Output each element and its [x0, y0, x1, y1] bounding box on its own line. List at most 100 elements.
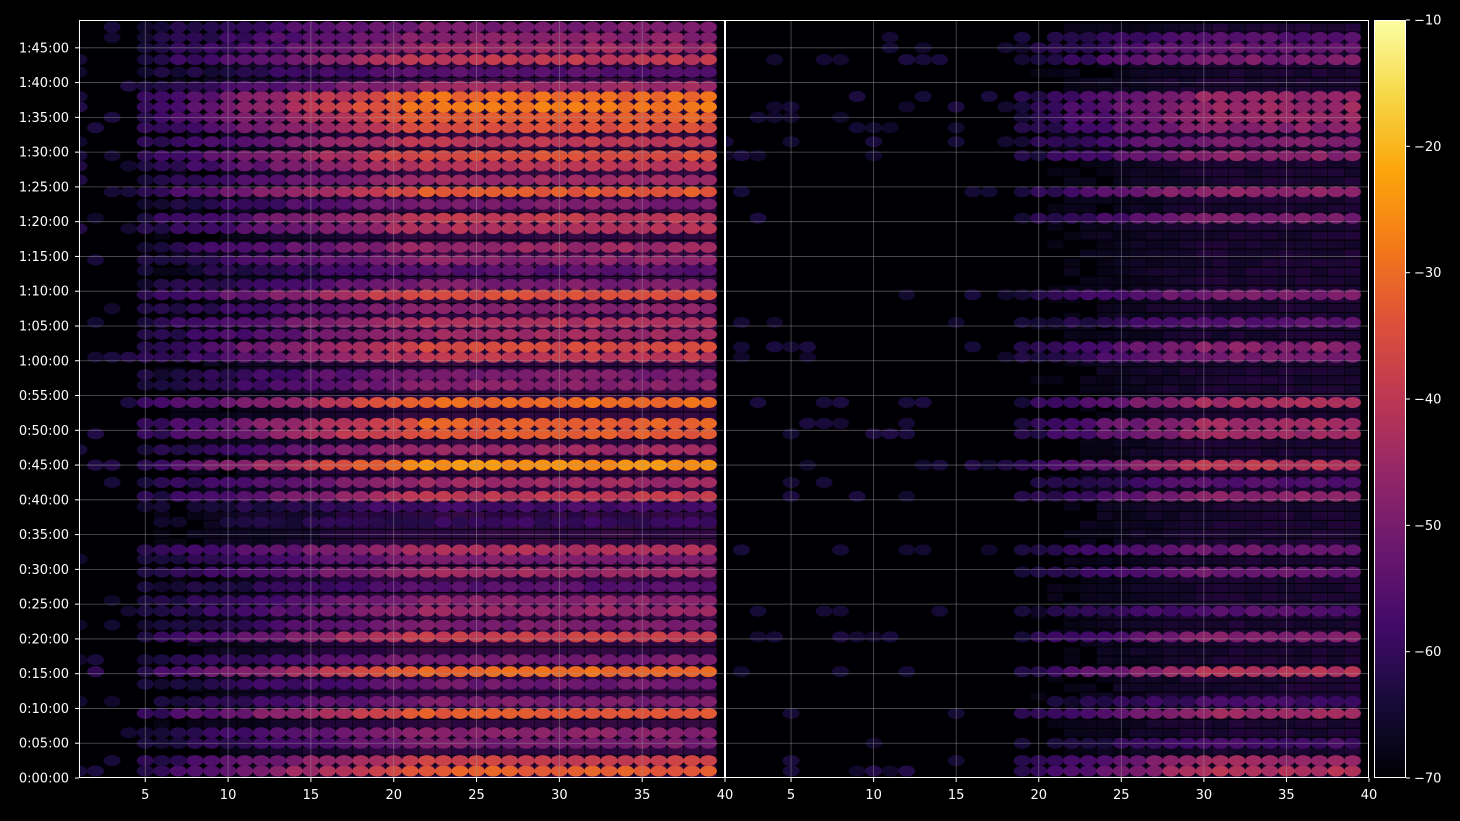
- heatmap-cell: [667, 199, 684, 210]
- heatmap-cell: [253, 666, 270, 677]
- heatmap-cell: [435, 567, 452, 578]
- heatmap-cell: [203, 21, 220, 32]
- heatmap-cell: [253, 265, 270, 276]
- heatmap-cell: [286, 122, 303, 133]
- heatmap-cell: [683, 501, 700, 512]
- x-tick-label: 35: [634, 788, 651, 803]
- heatmap-cell: [1130, 656, 1146, 664]
- heatmap-cell: [186, 696, 203, 707]
- heatmap-cell: [418, 567, 435, 578]
- heatmap-cell: [253, 606, 270, 617]
- heatmap-cell: [269, 679, 286, 690]
- heatmap-cell: [286, 444, 303, 455]
- heatmap-cell: [153, 679, 170, 690]
- heatmap-cell: [485, 477, 502, 488]
- heatmap-cell: [451, 242, 468, 253]
- heatmap-cell: [402, 161, 419, 172]
- heatmap-cell: [683, 369, 700, 380]
- heatmap-cell: [452, 530, 468, 538]
- heatmap-cell: [534, 696, 551, 707]
- heatmap-cell: [170, 122, 187, 133]
- heatmap-cell: [667, 67, 684, 78]
- heatmap-cell: [186, 477, 203, 488]
- heatmap-cell: [286, 67, 303, 78]
- heatmap-cell: [170, 477, 187, 488]
- heatmap-cell: [518, 122, 535, 133]
- heatmap-cell: [336, 444, 353, 455]
- heatmap-cell: [518, 444, 535, 455]
- heatmap-cell: [286, 679, 303, 690]
- heatmap-cell: [336, 501, 353, 512]
- heatmap-cell: [170, 444, 187, 455]
- heatmap-cell: [236, 380, 253, 391]
- heatmap-cell: [204, 530, 220, 538]
- heatmap-cell: [667, 544, 684, 555]
- heatmap-cell: [584, 477, 601, 488]
- heatmap-cell: [501, 242, 518, 253]
- heatmap-cell: [534, 101, 551, 112]
- heatmap-cell: [601, 91, 618, 102]
- heatmap-cell: [286, 631, 303, 642]
- heatmap-cell: [369, 67, 386, 78]
- heatmap-cell: [601, 647, 617, 655]
- heatmap-cell: [567, 708, 584, 719]
- heatmap-cell: [153, 696, 170, 707]
- heatmap-cell: [269, 418, 286, 429]
- heatmap-cell: [319, 631, 336, 642]
- heatmap-cell: [567, 766, 584, 777]
- heatmap-cell: [485, 174, 502, 185]
- heatmap-cell: [485, 444, 502, 455]
- heatmap-cell: [485, 397, 502, 408]
- heatmap-cell: [418, 54, 435, 65]
- heatmap-cell: [203, 666, 220, 677]
- heatmap-cell: [518, 136, 535, 147]
- heatmap-cell: [104, 477, 121, 488]
- heatmap-cell: [485, 530, 501, 538]
- heatmap-cell: [253, 397, 270, 408]
- heatmap-cell: [319, 418, 336, 429]
- heatmap-cell: [700, 174, 717, 185]
- heatmap-cell: [667, 654, 684, 665]
- heatmap-cell: [402, 654, 419, 665]
- heatmap-cell: [153, 54, 170, 65]
- heatmap-cell: [1311, 720, 1327, 728]
- heatmap-cell: [203, 397, 220, 408]
- heatmap-cell: [650, 654, 667, 665]
- heatmap-cell: [170, 279, 187, 290]
- heatmap-cell: [617, 654, 634, 665]
- heatmap-cell: [186, 186, 203, 197]
- heatmap-cell: [601, 530, 617, 538]
- heatmap-cell: [286, 654, 303, 665]
- heatmap-cell: [601, 544, 618, 555]
- heatmap-cell: [186, 242, 203, 253]
- heatmap-cell: [402, 101, 419, 112]
- heatmap-cell: [352, 666, 369, 677]
- heatmap-cell: [584, 174, 601, 185]
- heatmap-cell: [650, 21, 667, 32]
- heatmap-cell: [170, 199, 187, 210]
- heatmap-cell: [319, 679, 336, 690]
- heatmap-cell: [319, 279, 336, 290]
- heatmap-cell: [617, 186, 634, 197]
- heatmap-cell: [153, 631, 170, 642]
- heatmap-cell: [617, 727, 634, 738]
- heatmap-cell: [435, 477, 452, 488]
- heatmap-cell: [186, 21, 203, 32]
- heatmap-cell: [1212, 720, 1228, 728]
- heatmap-cell: [253, 161, 270, 172]
- heatmap-cell: [186, 444, 203, 455]
- heatmap-cell: [369, 720, 385, 728]
- heatmap-cell: [286, 54, 303, 65]
- heatmap-cell: [1262, 729, 1278, 737]
- y-tick-label: 1:40:00: [19, 76, 69, 91]
- heatmap-cell: [269, 54, 286, 65]
- heatmap-cell: [650, 32, 667, 43]
- heatmap-cell: [319, 477, 336, 488]
- heatmap-cell: [601, 654, 618, 665]
- heatmap-cell: [650, 544, 667, 555]
- heatmap-cell: [601, 329, 618, 340]
- heatmap-cell: [501, 54, 518, 65]
- heatmap-cell: [253, 67, 270, 78]
- heatmap-cell: [485, 544, 502, 555]
- heatmap-cell: [203, 161, 220, 172]
